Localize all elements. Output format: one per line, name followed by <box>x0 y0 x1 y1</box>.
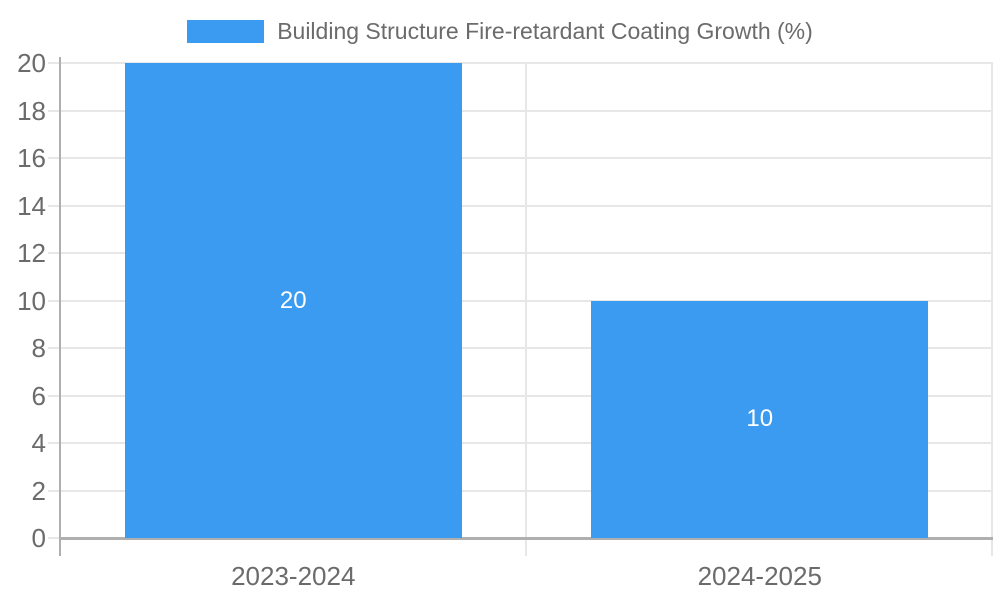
plot-area: 0 2 4 6 8 10 12 14 16 18 20 20 2023-2024 10 2024-2025 <box>17 48 993 591</box>
gridline-y-12 <box>60 252 993 254</box>
y-tick-18 <box>48 109 60 112</box>
y-tick-16 <box>48 157 60 159</box>
y-tick-label-20: 20 <box>17 48 46 78</box>
y-tick-8 <box>48 347 60 349</box>
y-tick-label-16: 16 <box>17 143 46 173</box>
y-tick-label-8: 8 <box>31 333 46 363</box>
y-tick-label-0: 0 <box>31 523 46 553</box>
y-tick-label-6: 6 <box>31 380 46 411</box>
gridline-y-20 <box>60 62 993 64</box>
y-tick-10 <box>48 299 60 302</box>
x-tick-label-2023-2024: 2023-2024 <box>231 561 356 591</box>
legend-label: Building Structure Fire-retardant Coatin… <box>277 18 813 44</box>
gridline-x-boundary-2 <box>991 63 993 556</box>
legend-swatch <box>187 19 265 43</box>
gridline-y-6 <box>60 394 993 397</box>
y-axis-line <box>59 57 61 556</box>
y-tick-6 <box>48 394 60 397</box>
chart-legend[interactable]: Building Structure Fire-retardant Coatin… <box>0 16 1000 46</box>
bar-value-label-2024-2025: 10 <box>746 405 774 433</box>
x-tick-label-2024-2025: 2024-2025 <box>697 561 822 591</box>
y-tick-12 <box>48 252 60 254</box>
gridline-y-18 <box>60 109 993 112</box>
gridline-y-16 <box>60 157 993 159</box>
bar-value-label-2023-2024: 20 <box>279 286 307 314</box>
gridline-x-boundary-1 <box>524 63 527 556</box>
y-tick-label-10: 10 <box>17 285 46 316</box>
y-tick-label-12: 12 <box>17 238 46 268</box>
bar-2023-2024[interactable] <box>124 63 462 538</box>
y-tick-4 <box>48 442 60 444</box>
y-tick-label-2: 2 <box>31 475 46 506</box>
gridline-y-14 <box>60 204 993 207</box>
bar-2024-2025[interactable] <box>591 300 929 538</box>
gridline-y-2 <box>60 489 993 492</box>
y-tick-label-18: 18 <box>17 95 46 126</box>
gridline-y-4 <box>60 442 993 444</box>
y-tick-20 <box>48 62 60 64</box>
y-tick-14 <box>48 204 60 207</box>
y-tick-0 <box>48 537 60 539</box>
y-tick-label-14: 14 <box>17 190 46 221</box>
gridline-y-10 <box>60 299 993 302</box>
x-axis-line <box>60 537 993 540</box>
y-tick-2 <box>48 489 60 492</box>
y-tick-label-4: 4 <box>31 428 46 458</box>
gridline-y-8 <box>60 347 993 349</box>
